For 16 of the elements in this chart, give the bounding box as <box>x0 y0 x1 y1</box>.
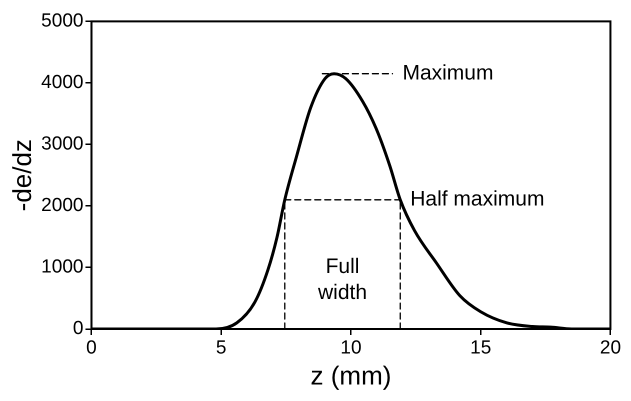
y-axis-title: -de/dz <box>6 139 37 212</box>
y-tick-label: 2000 <box>41 195 84 216</box>
x-tick-label: 20 <box>600 338 622 359</box>
annotation: Full width <box>317 254 368 304</box>
y-tick-label: 1000 <box>41 256 84 278</box>
x-tick-label: 10 <box>340 338 362 359</box>
annotation: Maximum <box>402 61 494 84</box>
y-tick-label: 4000 <box>41 72 84 94</box>
x-tick-label: 0 <box>86 338 97 359</box>
y-tick-label: 5000 <box>41 10 84 32</box>
y-tick-label: 0 <box>72 318 84 340</box>
x-tick-label: 5 <box>216 338 226 359</box>
x-axis-title: z (mm) <box>310 360 392 391</box>
x-tick-label: 15 <box>470 338 492 359</box>
annotation: Half maximum <box>410 188 544 211</box>
y-tick-label: 3000 <box>41 134 84 155</box>
